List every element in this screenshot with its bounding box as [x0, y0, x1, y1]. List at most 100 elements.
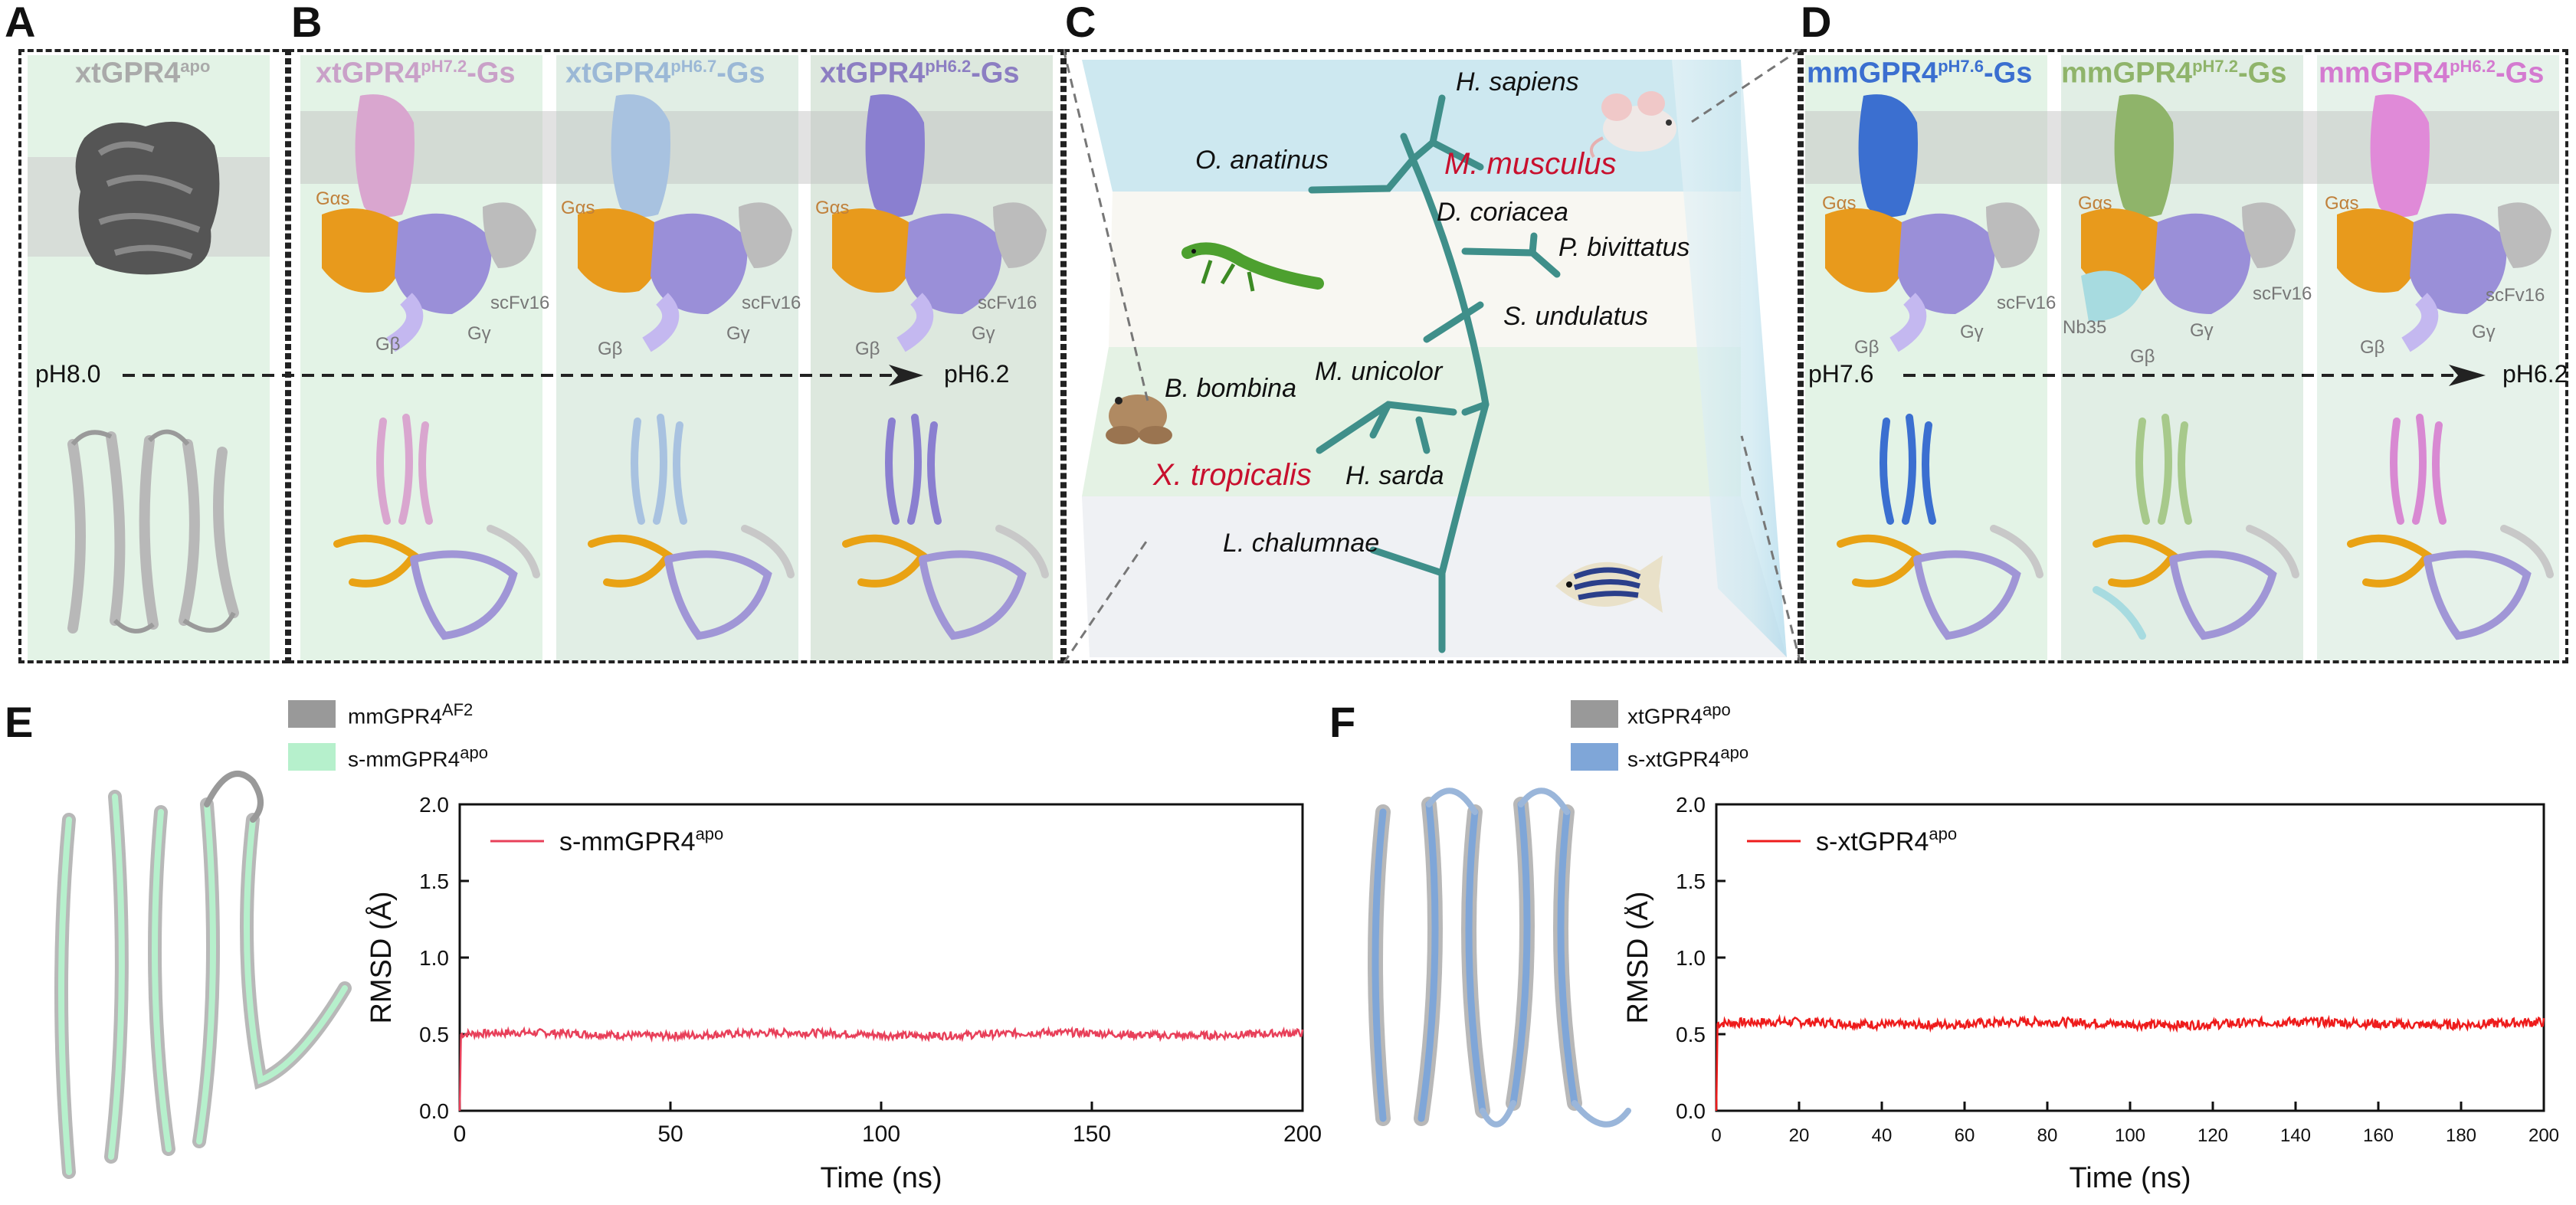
legend-main: s-xtGPR4 — [1627, 747, 1721, 771]
panel-b-title-3: xtGPR4pH6.2-Gs — [820, 57, 1020, 90]
y-tick-label: 1.5 — [1676, 869, 1706, 893]
label-scfv-b3: scFv16 — [978, 293, 1037, 313]
complex-map-d1 — [1825, 94, 2040, 352]
series-line — [1715, 1013, 2545, 1112]
label-scfv-b1: scFv16 — [490, 293, 550, 313]
label-gb-b3: Gβ — [855, 339, 880, 359]
x-tick-label: 140 — [2280, 1125, 2311, 1146]
panel-label-e: E — [5, 698, 34, 746]
complex-ribbon-d2 — [2093, 414, 2299, 640]
x-tick-label: 40 — [1872, 1125, 1893, 1146]
legend-label-sup: apo — [696, 824, 724, 843]
zoom-connectors — [1064, 49, 1801, 663]
xtgpr4-superposition-ribbon — [1368, 788, 1631, 1128]
label-gb-d1: Gβ — [1854, 337, 1880, 358]
y-tick-label: 1.5 — [419, 869, 449, 893]
complex-ribbon-b2 — [588, 414, 795, 640]
complex-map-d2 — [2081, 94, 2296, 322]
label-gb-b1: Gβ — [375, 334, 401, 355]
species-m-unicolor: M. unicolor — [1315, 357, 1443, 386]
title-suffix: -Gs — [716, 57, 765, 90]
legend-swatch-f-2 — [1571, 743, 1618, 771]
panel-b-title-1: xtGPR4pH7.2-Gs — [316, 57, 516, 90]
panel-d-title-3: mmGPR4pH6.2-Gs — [2319, 57, 2544, 90]
label-nb35-d2: Nb35 — [2063, 317, 2107, 338]
legend-main: mmGPR4 — [348, 704, 442, 729]
x-tick-label: 120 — [2197, 1125, 2228, 1146]
complex-map-b1 — [322, 94, 536, 352]
panel-a-title: xtGPR4apo — [75, 57, 210, 90]
rmsd-chart-mmgpr4: 0.0 0.5 1.0 1.5 2.0 0 50 100 150 200 Time (ns) RMSD… — [364, 793, 1322, 1194]
legend-label-e-1: mmGPR4AF2 — [348, 700, 473, 729]
membrane-band-b — [300, 111, 1053, 184]
species-l-chalumnae: L. chalumnae — [1223, 529, 1380, 558]
panel-label-a: A — [5, 0, 36, 46]
lizard-illustration — [1181, 242, 1324, 292]
x-tick-label: 60 — [1955, 1125, 1975, 1146]
y-tick-label: 2.0 — [1676, 793, 1706, 817]
ph-end-d: pH6.2 — [2502, 360, 2568, 388]
x-tick-label: 180 — [2446, 1125, 2476, 1146]
panel-d-title-2: mmGPR4pH7.2-Gs — [2061, 57, 2286, 90]
species-x-tropicalis: X. tropicalis — [1153, 458, 1312, 492]
legend-sup: apo — [460, 743, 488, 762]
label-gb-b2: Gβ — [598, 339, 623, 359]
title-sup: pH6.2 — [925, 57, 972, 76]
x-axis-label: Time (ns) — [2069, 1162, 2191, 1194]
complex-map-d3 — [2337, 94, 2551, 352]
species-h-sapiens: H. sapiens — [1456, 67, 1579, 97]
title-sup: apo — [180, 57, 211, 76]
x-axis-label: Time (ns) — [820, 1162, 942, 1194]
label-gb-d2: Gβ — [2130, 346, 2155, 367]
y-tick-label: 0.5 — [1676, 1023, 1706, 1046]
label-gb-d3: Gβ — [2360, 337, 2385, 358]
legend-sup: apo — [1703, 700, 1731, 719]
complex-ribbon-b1 — [333, 414, 540, 640]
legend-main: xtGPR4 — [1627, 704, 1703, 729]
legend-label-e-2: s-mmGPR4apo — [348, 743, 488, 771]
legend-swatch-e-1 — [288, 700, 336, 728]
series-line — [458, 1026, 1304, 1112]
ph-start-a: pH8.0 — [35, 360, 101, 388]
y-axis-label: RMSD (Å) — [364, 891, 398, 1023]
title-main: xtGPR4 — [565, 57, 671, 90]
label-gg-d2: Gγ — [2190, 320, 2214, 341]
panel-b-title-2: xtGPR4pH6.7-Gs — [565, 57, 765, 90]
title-main: mmGPR4 — [2319, 57, 2450, 90]
legend-swatch-f-1 — [1571, 700, 1618, 728]
ph-end-b: pH6.2 — [944, 360, 1010, 388]
label-gas-d3: Gαs — [2325, 193, 2359, 214]
title-sup: pH6.7 — [670, 57, 717, 76]
complex-ribbon-d1 — [1837, 414, 2043, 640]
zebrafish-illustration — [1555, 555, 1663, 613]
legend-sup: AF2 — [441, 700, 474, 719]
x-tick-label: 100 — [2115, 1125, 2145, 1146]
phylogenetic-tree — [1308, 94, 1561, 653]
label-gas-b1: Gαs — [316, 188, 350, 209]
species-m-musculus: M. musculus — [1444, 147, 1617, 181]
x-tick-label: 0 — [1711, 1125, 1721, 1146]
panel-d-title-1: mmGPR4pH7.6-Gs — [1807, 57, 2032, 90]
label-gg-b1: Gγ — [467, 323, 491, 344]
ph-start-d: pH7.6 — [1808, 360, 1874, 388]
x-tick-label: 200 — [2528, 1125, 2559, 1146]
title-main: mmGPR4 — [1807, 57, 1939, 90]
label-gg-d1: Gγ — [1960, 322, 1984, 342]
legend-label-sup: apo — [1929, 824, 1957, 843]
y-tick-label: 0.5 — [419, 1023, 449, 1046]
title-sup: pH7.6 — [1938, 57, 1984, 76]
panel-a-frame — [18, 49, 288, 663]
y-tick-label: 2.0 — [419, 793, 449, 817]
title-sup: pH7.2 — [2192, 57, 2238, 76]
ph-arrow-ab — [123, 365, 923, 386]
label-gas-b2: Gαs — [561, 198, 595, 218]
title-suffix: -Gs — [2237, 57, 2287, 90]
y-tick-label: 0.0 — [1676, 1099, 1706, 1123]
title-suffix: -Gs — [971, 57, 1020, 90]
title-main: xtGPR4 — [820, 57, 926, 90]
title-sup: pH6.2 — [2450, 57, 2496, 76]
label-gas-d1: Gαs — [1822, 193, 1857, 214]
legend-label-f-2: s-xtGPR4apo — [1627, 743, 1748, 771]
species-b-bombina: B. bombina — [1165, 374, 1296, 403]
species-h-sarda: H. sarda — [1345, 461, 1444, 490]
